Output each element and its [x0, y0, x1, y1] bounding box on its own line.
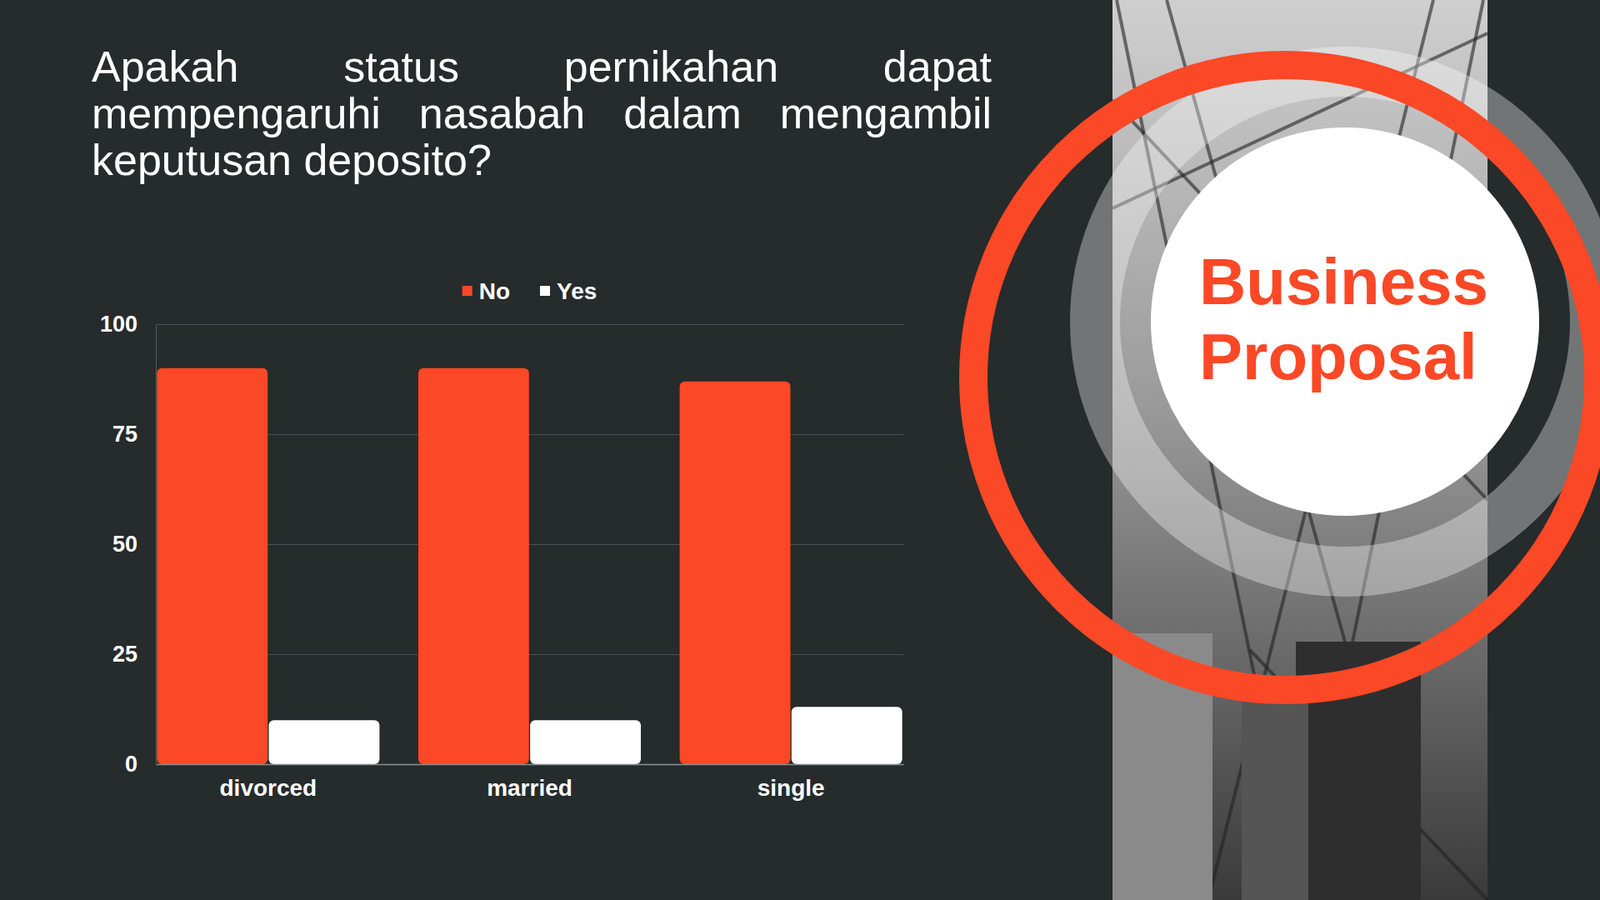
- legend-swatch: [540, 285, 550, 296]
- y-tick-label: 100: [100, 311, 138, 337]
- badge-text: Proposal: [1199, 320, 1478, 394]
- decoration: [973, 0, 1599, 900]
- badge: BusinessProposal: [1199, 245, 1489, 394]
- x-tick: divorced: [220, 775, 318, 801]
- legend: No Yes: [462, 278, 598, 305]
- x-tick-label: divorced: [220, 775, 318, 801]
- building: [1241, 700, 1309, 900]
- bar: [156, 368, 268, 765]
- red-ring: [973, 65, 1599, 690]
- bar: [418, 368, 530, 765]
- x-axis-line: [156, 764, 905, 766]
- x-tick: married: [486, 775, 573, 801]
- y-tick-label: 50: [112, 531, 138, 557]
- badge-circle: [1150, 127, 1540, 516]
- y-tick: 100: [100, 311, 904, 337]
- grid-line: [155, 434, 904, 435]
- bar: [269, 720, 380, 765]
- legend-label: No: [479, 278, 510, 305]
- y-axis-line: [156, 325, 905, 765]
- bar: [680, 381, 791, 765]
- x-axis: divorced married single: [156, 765, 905, 801]
- bars: [156, 368, 902, 765]
- badge-text: Business: [1199, 245, 1489, 319]
- grid-line: [155, 764, 904, 765]
- grid-line: [155, 324, 904, 325]
- y-axis: 0 25 50 75 100: [100, 311, 904, 777]
- x-tick-label: married: [486, 775, 573, 801]
- x-tick: single: [757, 775, 825, 801]
- legend-swatch: [462, 285, 473, 296]
- grid-line: [155, 544, 904, 545]
- title: Apakah status pernikahan dapat mempengar…: [91, 43, 992, 184]
- y-tick-label: 0: [125, 751, 138, 777]
- legend-label: Yes: [556, 278, 597, 305]
- grid-line: [155, 654, 904, 655]
- bar: [530, 720, 641, 765]
- ring-shadow: [1095, 71, 1595, 572]
- legend-item: Yes: [540, 278, 597, 305]
- legend-item: No: [462, 278, 510, 305]
- bar: [791, 706, 903, 765]
- y-tick-label: 25: [112, 641, 138, 667]
- x-tick-label: single: [757, 775, 825, 801]
- y-tick-label: 75: [112, 421, 138, 447]
